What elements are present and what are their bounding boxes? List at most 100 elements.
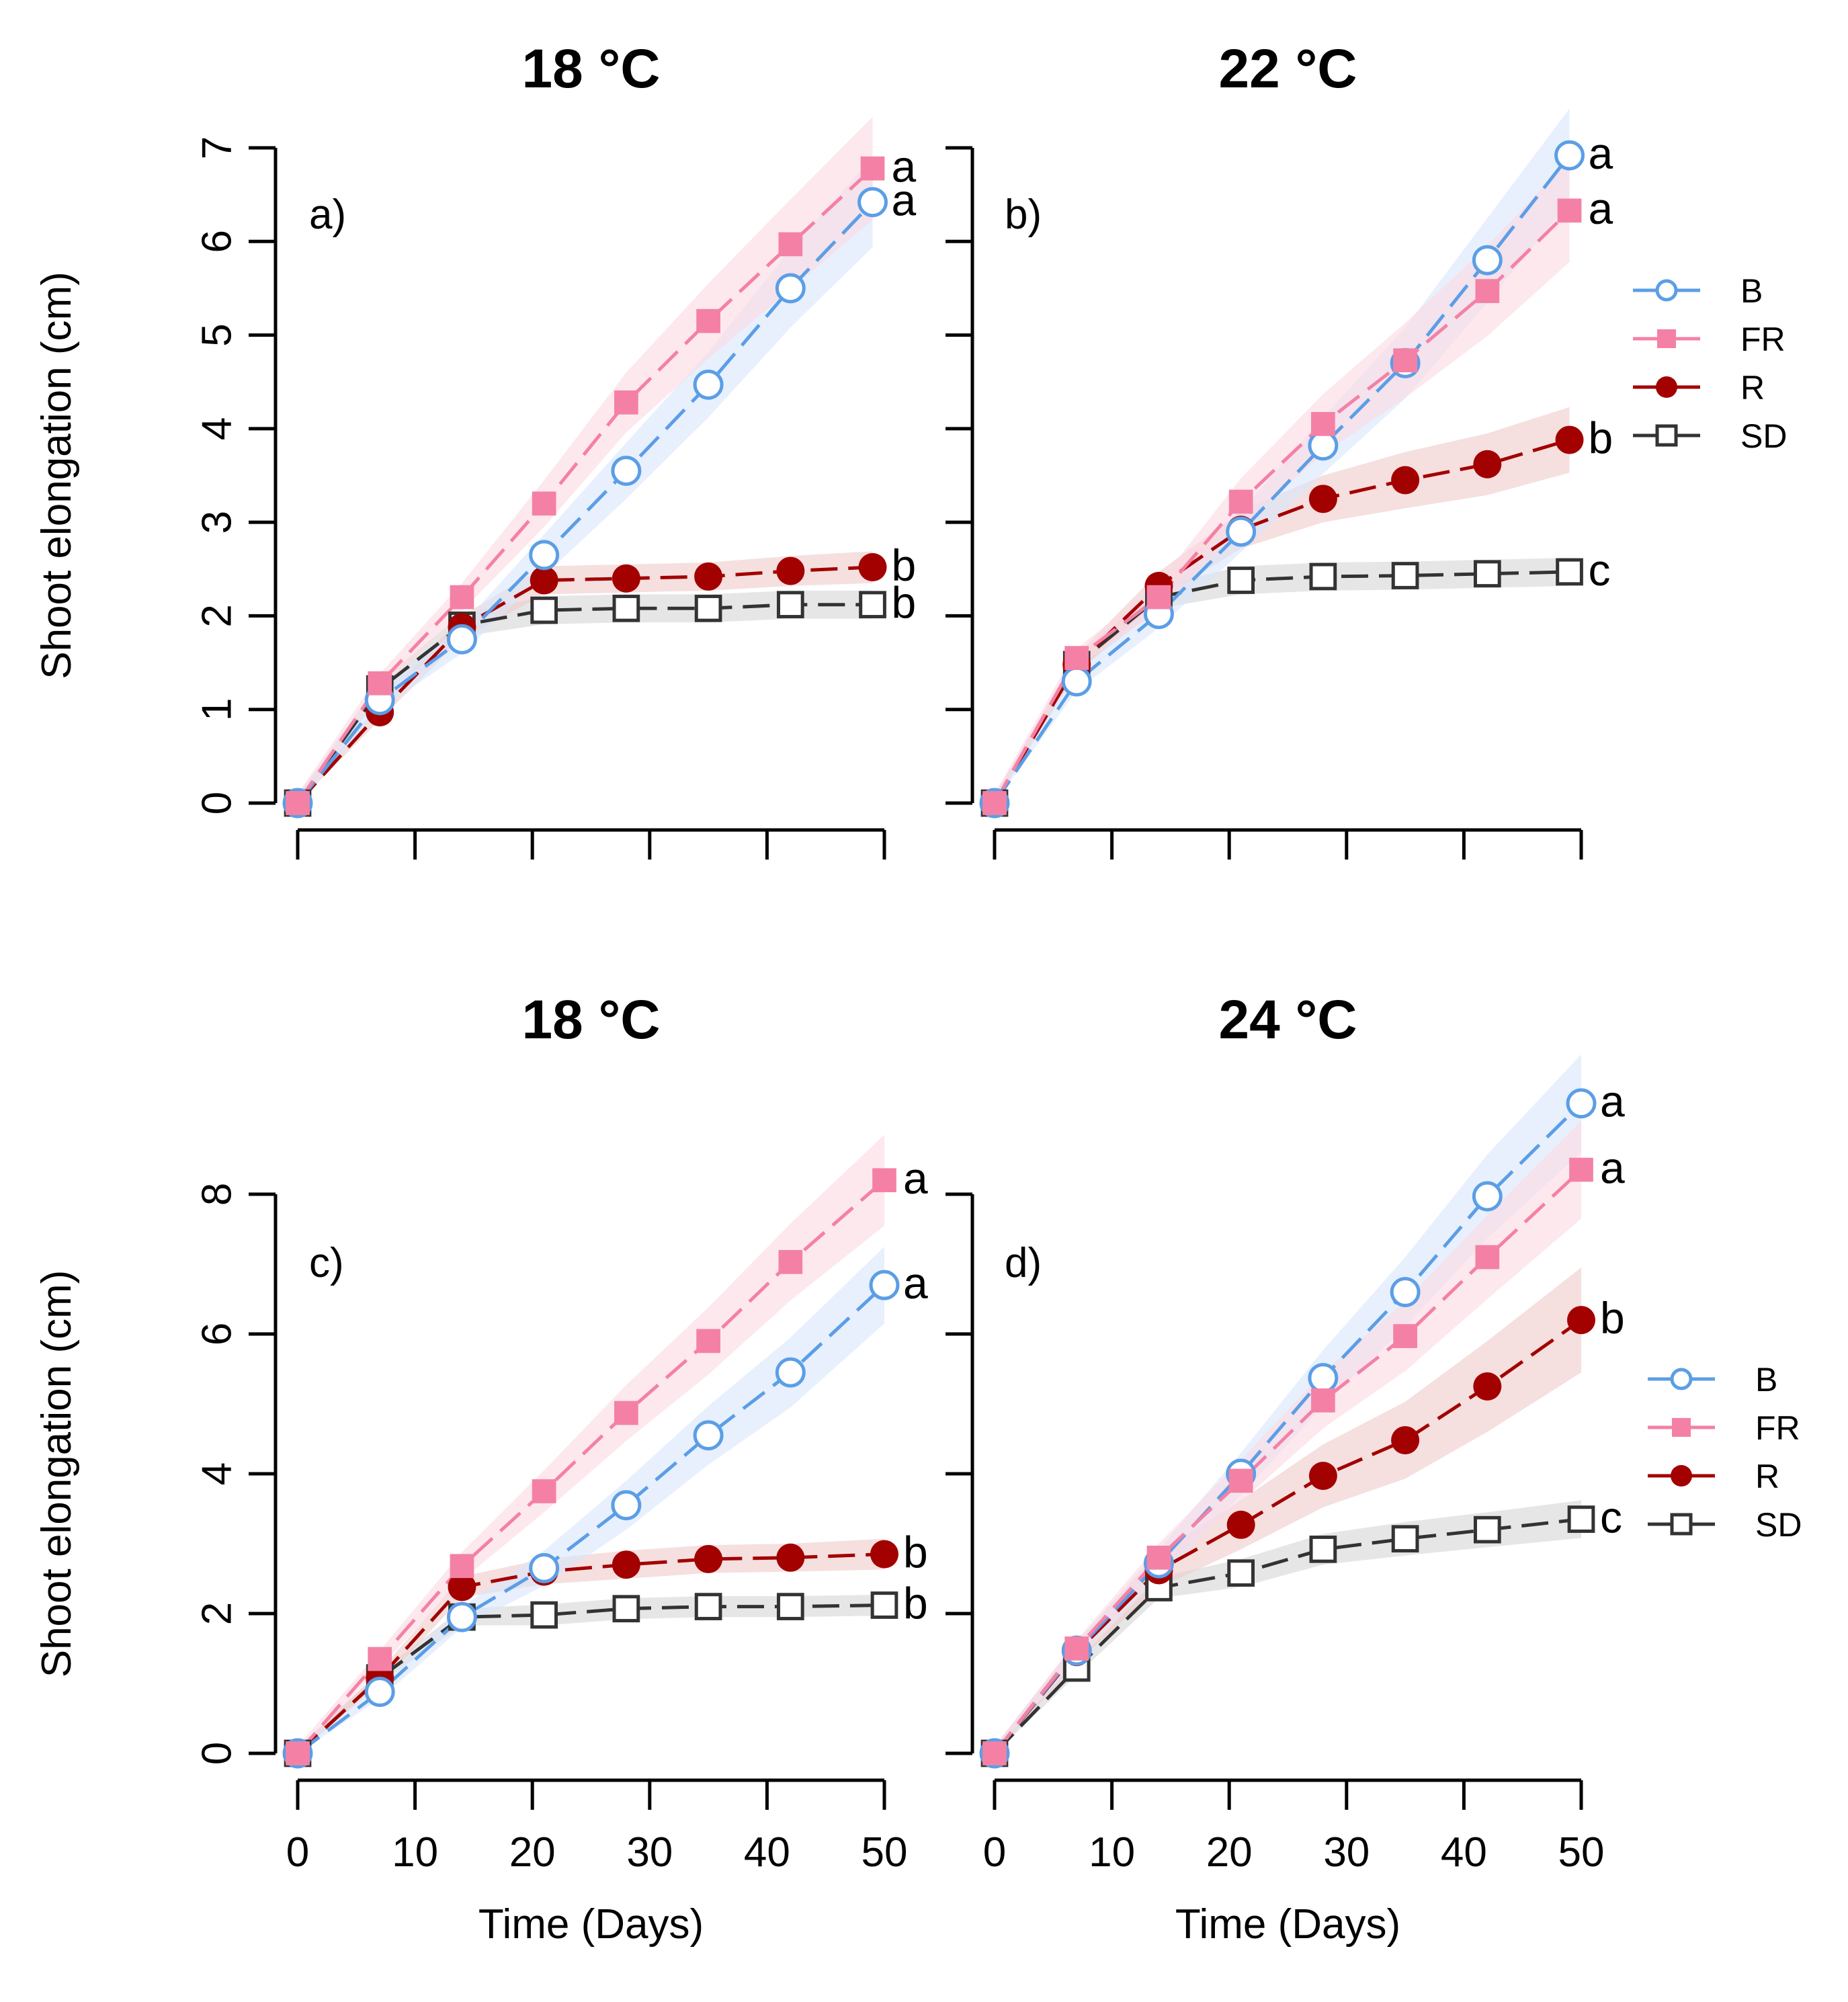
marker-sd-6 xyxy=(776,591,804,619)
significance-letter-sd: b xyxy=(903,1578,928,1628)
legend: B FR R SD xyxy=(1633,272,1787,455)
y-tick-label: 0 xyxy=(194,792,241,815)
marker-fr-0 xyxy=(286,1741,310,1765)
band-r xyxy=(995,407,1570,803)
marker-fr-2 xyxy=(450,1554,474,1579)
series-line-fr xyxy=(296,1179,886,1755)
marker-r-3 xyxy=(530,566,558,595)
x-tick-label: 10 xyxy=(1089,1829,1135,1876)
marker-r-4 xyxy=(1308,485,1337,513)
series-line-b xyxy=(296,201,874,804)
marker-fr-5 xyxy=(1393,348,1417,373)
marker-r-7 xyxy=(870,1540,898,1569)
y-tick-label: 0 xyxy=(194,1742,241,1765)
x-axis-label: Time (Days) xyxy=(478,1901,704,1948)
marker-sd-6 xyxy=(1473,560,1501,588)
significance-letter-fr: a xyxy=(892,141,917,191)
marker-fr-0 xyxy=(982,791,1007,815)
y-tick-label: 6 xyxy=(194,1323,241,1345)
legend-marker-fr xyxy=(1672,1418,1691,1437)
marker-fr-5 xyxy=(696,1329,720,1353)
legend-label-r: R xyxy=(1755,1458,1779,1495)
marker-b-5 xyxy=(693,1420,724,1451)
marker-r-6 xyxy=(1473,1372,1502,1401)
legend-label-sd: SD xyxy=(1740,417,1787,455)
marker-sd-5 xyxy=(1391,562,1419,589)
marker-r-7 xyxy=(858,553,887,581)
y-axis-label: Shoot elongation (cm) xyxy=(34,272,80,679)
x-tick-label: 0 xyxy=(983,1829,1006,1876)
marker-sd-7 xyxy=(1556,558,1583,586)
x-tick-label: 10 xyxy=(392,1829,438,1876)
marker-sd-5 xyxy=(694,1593,722,1620)
marker-fr-3 xyxy=(532,491,556,516)
band-fr xyxy=(298,1134,884,1753)
marker-fr-7 xyxy=(1569,1157,1593,1182)
x-tick-label: 40 xyxy=(1441,1829,1487,1876)
significance-letter-r: b xyxy=(892,540,917,590)
marker-sd-7 xyxy=(870,1591,898,1619)
x-axis-label: Time (Days) xyxy=(1175,1901,1400,1948)
marker-b-2 xyxy=(446,624,477,655)
x-tick-label: 50 xyxy=(1558,1829,1605,1876)
marker-r-5 xyxy=(1391,466,1420,495)
marker-b-5 xyxy=(1390,1277,1421,1308)
marker-r-6 xyxy=(1473,450,1502,478)
marker-sd-3 xyxy=(530,596,558,624)
y-tick-label: 2 xyxy=(194,604,241,627)
series-line-fr xyxy=(993,209,1571,804)
marker-b-6 xyxy=(775,273,806,304)
legend-label-sd: SD xyxy=(1755,1506,1802,1544)
significance-letter-r: b xyxy=(1600,1293,1625,1343)
marker-r-4 xyxy=(612,564,640,593)
marker-fr-0 xyxy=(982,1741,1007,1765)
panel-b: 22 °C b) aa b c B FR R SD xyxy=(946,38,1787,860)
y-axis-label: Shoot elongation (cm) xyxy=(34,1270,80,1678)
marker-fr-7 xyxy=(1557,198,1582,223)
marker-fr-7 xyxy=(860,156,885,181)
x-tick-label: 40 xyxy=(744,1829,790,1876)
marker-b-2 xyxy=(446,1601,477,1632)
series-line-b xyxy=(993,154,1571,804)
significance-letter-fr: a xyxy=(903,1153,928,1203)
marker-b-4 xyxy=(1308,1363,1339,1393)
legend-label-b: B xyxy=(1740,272,1763,310)
significance-letter-b: a xyxy=(1589,128,1613,178)
y-tick-label: 3 xyxy=(194,511,241,534)
legend-marker-sd xyxy=(1655,424,1678,447)
significance-letter-b: a xyxy=(1600,1077,1625,1126)
panel-title: 18 °C xyxy=(521,38,660,99)
marker-fr-1 xyxy=(368,1646,392,1671)
significance-letter-fr: a xyxy=(1600,1142,1625,1192)
y-tick-label: 5 xyxy=(194,323,241,346)
significance-letter-r: b xyxy=(1589,413,1613,462)
series-line-sd xyxy=(296,1603,885,1755)
x-tick-label: 50 xyxy=(862,1829,908,1876)
legend: B FR R SD xyxy=(1648,1361,1802,1544)
band-fr xyxy=(995,159,1570,803)
marker-sd-5 xyxy=(1391,1525,1419,1553)
marker-fr-6 xyxy=(778,1250,803,1274)
marker-r-5 xyxy=(1391,1426,1420,1455)
y-tick-label: 7 xyxy=(194,136,241,159)
marker-fr-4 xyxy=(614,390,638,415)
marker-r-4 xyxy=(612,1550,640,1579)
panel-label: c) xyxy=(309,1240,344,1286)
significance-letter-sd: b xyxy=(892,578,917,628)
series-line-fr xyxy=(296,167,874,804)
marker-fr-2 xyxy=(1146,1545,1171,1570)
marker-r-6 xyxy=(776,556,805,585)
marker-sd-4 xyxy=(612,1595,640,1623)
series-line-fr xyxy=(993,1168,1583,1755)
marker-b-1 xyxy=(364,1677,395,1707)
y-tick-label: 2 xyxy=(194,1602,241,1625)
marker-sd-7 xyxy=(1567,1505,1595,1533)
marker-r-5 xyxy=(694,562,723,591)
x-tick-label: 30 xyxy=(1323,1829,1370,1876)
band-fr xyxy=(298,117,873,804)
legend-marker-r xyxy=(1656,376,1677,398)
significance-letter-b: a xyxy=(903,1258,928,1308)
marker-sd-6 xyxy=(776,1593,804,1620)
significance-letter-r: b xyxy=(903,1527,928,1577)
